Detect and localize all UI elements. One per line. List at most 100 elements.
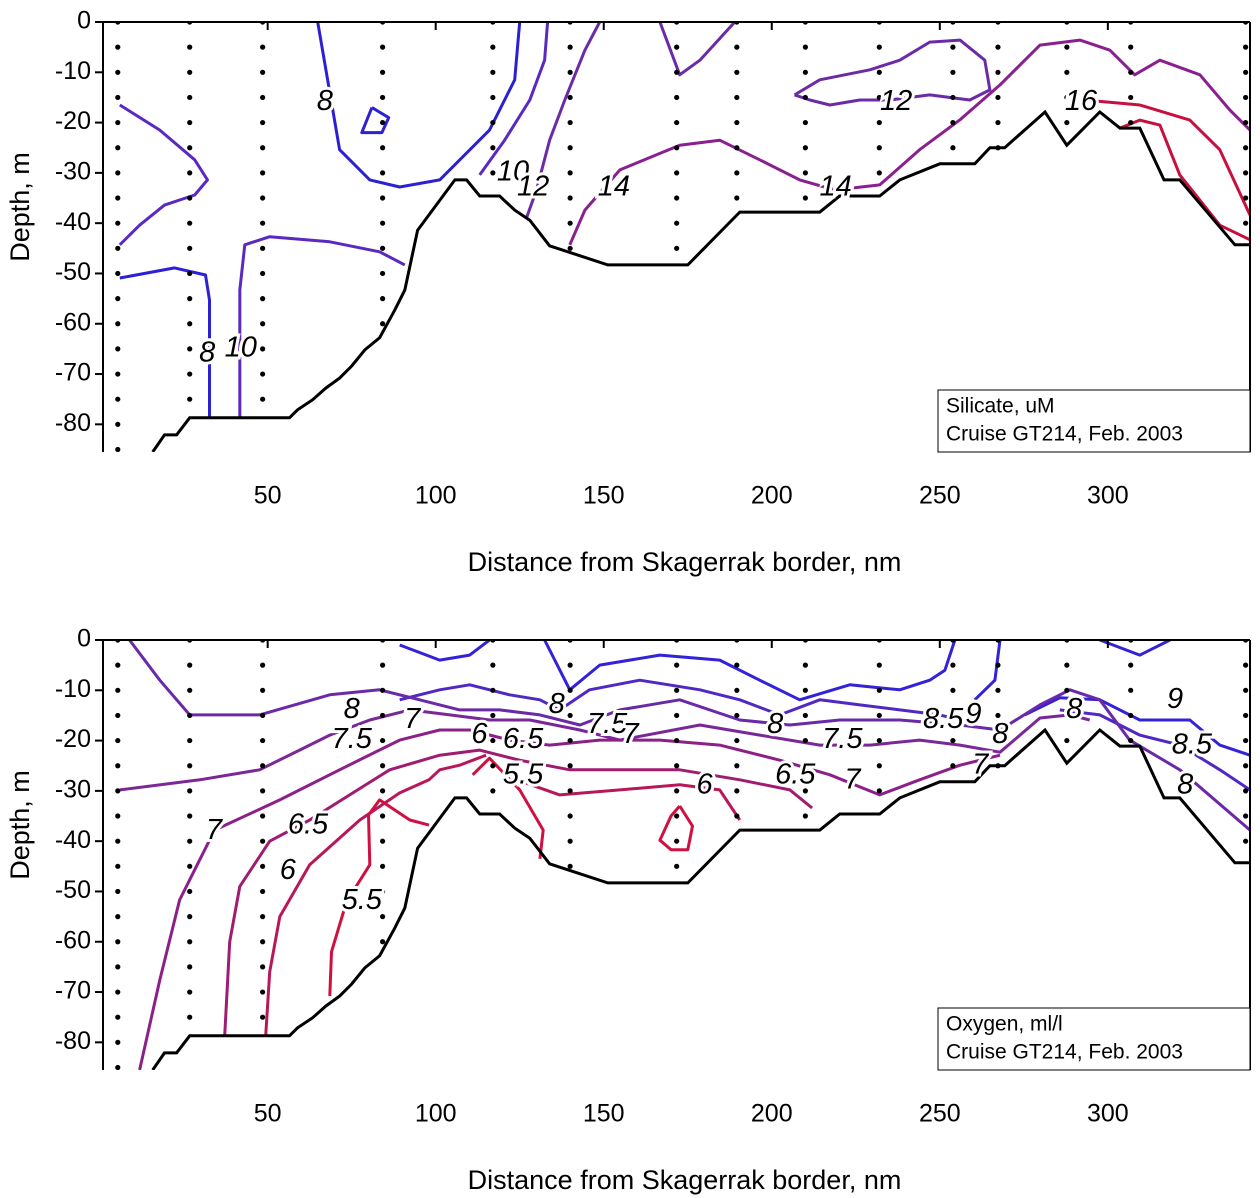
sample-point <box>490 119 496 126</box>
sample-point <box>567 838 573 844</box>
sample-point <box>260 44 266 50</box>
sample-point <box>1128 712 1134 719</box>
sample-point <box>187 346 193 352</box>
sample-point <box>734 69 740 75</box>
sample-point <box>876 44 882 50</box>
y-tick-label: -80 <box>55 409 91 437</box>
contour-line <box>568 38 1250 246</box>
sample-point <box>567 712 573 719</box>
sample-point <box>115 145 121 151</box>
sample-point <box>1064 737 1070 744</box>
sample-point <box>380 270 386 277</box>
sample-point <box>567 662 573 668</box>
sample-point <box>187 69 193 75</box>
contour-label: 12 <box>517 171 549 203</box>
sample-point <box>115 964 121 970</box>
sample-point <box>260 69 266 75</box>
sample-point <box>115 914 121 920</box>
sample-point <box>995 69 1001 75</box>
sample-point <box>567 69 573 75</box>
x-tick-label: 300 <box>1087 1100 1129 1128</box>
sample-point <box>260 989 266 995</box>
sample-point <box>187 270 193 277</box>
sample-point <box>567 687 573 693</box>
y-tick-label: 0 <box>77 7 91 35</box>
sample-point <box>734 195 740 201</box>
sample-point <box>380 888 386 895</box>
sample-point <box>802 94 808 101</box>
sample-point <box>995 119 1001 126</box>
sample-point <box>734 737 740 744</box>
contour-label: 8.5 <box>1172 728 1213 760</box>
sample-point <box>674 687 680 693</box>
panel: 0 -10 -20 -30 -40 -50 -60 -70 -80 50 100 150 200 250 3… <box>5 625 1251 1195</box>
y-tick-label: 0 <box>77 625 91 653</box>
sample-point <box>187 989 193 995</box>
contour-label: 7 <box>206 814 224 846</box>
y-axis-label: Depth, m <box>5 152 35 262</box>
sample-point <box>567 195 573 201</box>
sample-point <box>734 145 740 151</box>
sample-point <box>115 1014 121 1020</box>
sample-point <box>1243 788 1249 794</box>
annotation: Cruise GT214, Feb. 2003 <box>946 423 1183 446</box>
plot-area <box>115 22 1250 452</box>
y-tick-label: -20 <box>55 725 91 753</box>
sample-point <box>490 94 496 101</box>
sample-point <box>260 296 266 302</box>
sample-point <box>802 195 808 201</box>
x-tick-label: 50 <box>254 1100 282 1128</box>
contour-label: 7.5 <box>587 708 628 740</box>
sample-point <box>950 763 956 769</box>
sample-point <box>1128 737 1134 744</box>
sample-point <box>260 195 266 201</box>
sample-point <box>115 687 121 693</box>
sample-point <box>260 245 266 251</box>
y-tick-label: -10 <box>55 57 91 85</box>
sample-point <box>876 69 882 75</box>
sample-point <box>734 170 740 176</box>
sample-point <box>490 763 496 769</box>
contour-label: 7 <box>623 718 641 750</box>
sample-point <box>187 396 193 402</box>
sample-point <box>995 737 1001 744</box>
sample-point <box>995 94 1001 101</box>
sample-point <box>674 838 680 844</box>
sample-point <box>187 119 193 126</box>
sample-point <box>674 788 680 794</box>
sample-point <box>1243 662 1249 668</box>
contour-label: 10 <box>497 156 529 188</box>
sample-point <box>187 296 193 302</box>
sample-point <box>380 939 386 945</box>
bottom-line <box>151 727 1250 1070</box>
sample-point <box>1243 145 1249 151</box>
annotation-box <box>937 1007 1251 1071</box>
sample-point <box>1243 119 1249 126</box>
sample-point <box>115 1064 121 1070</box>
sample-point <box>260 346 266 352</box>
sample-point <box>380 712 386 719</box>
sample-point <box>674 863 680 869</box>
contour-label: 8 <box>1066 693 1082 725</box>
sample-point <box>380 788 386 794</box>
x-tick-label: 150 <box>583 1100 625 1128</box>
sample-point <box>187 220 193 226</box>
sample-point <box>1128 44 1134 50</box>
x-tick-label: 250 <box>919 1100 961 1128</box>
sample-point <box>115 94 121 101</box>
sample-point <box>1128 687 1134 693</box>
sample-point <box>802 813 808 819</box>
sample-point <box>1243 220 1249 226</box>
sample-point <box>380 813 386 819</box>
sample-point <box>802 737 808 744</box>
sample-point <box>1243 94 1249 101</box>
sample-point <box>187 813 193 819</box>
sample-point <box>734 712 740 719</box>
y-tick-label: -50 <box>55 876 91 904</box>
sample-point <box>1243 44 1249 50</box>
sample-point <box>1243 69 1249 75</box>
contour-line <box>138 728 1001 1070</box>
sample-point <box>1243 687 1249 693</box>
sample-point <box>187 838 193 844</box>
sample-point <box>734 662 740 668</box>
